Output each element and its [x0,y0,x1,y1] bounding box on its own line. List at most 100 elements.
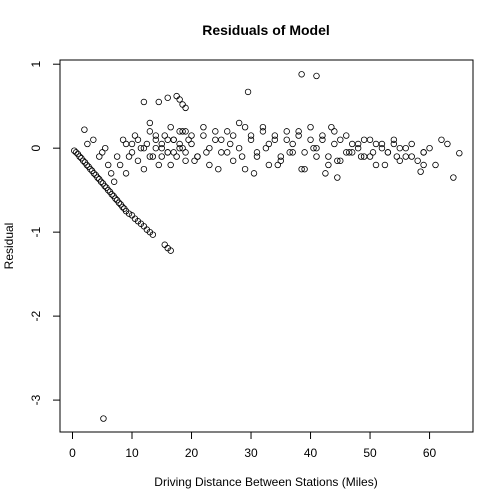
data-point [188,132,195,139]
data-point [161,132,168,139]
x-tick-label: 40 [304,446,318,460]
data-point [115,199,123,206]
data-point [229,132,237,139]
y-tick-label: 1 [29,61,43,68]
data-point [274,161,282,169]
data-point [390,140,398,148]
data-point [191,157,198,164]
data-point [188,140,195,148]
data-point [432,161,439,169]
data-point [348,149,356,156]
data-point [378,144,386,152]
data-point [271,132,279,139]
data-point [414,157,421,164]
data-point [146,153,154,160]
data-point [122,170,130,177]
data-point [283,128,290,135]
data-point [259,123,267,131]
data-point [247,136,255,143]
data-point [337,136,344,143]
data-point [182,104,189,112]
data-point [369,149,377,156]
data-point [80,157,87,164]
data-point [298,71,305,78]
data-point [307,136,314,143]
data-point [438,136,445,143]
data-point [125,153,133,160]
data-point [402,144,409,152]
data-point [390,136,398,143]
data-point [122,140,130,148]
data-point [286,149,293,156]
data-point [149,153,157,160]
data-point [295,128,302,135]
data-point [354,140,362,148]
data-point [289,140,296,148]
data-point [378,140,386,148]
data-point [170,149,177,156]
data-point [96,153,103,160]
data-point [152,132,160,139]
data-point [119,203,126,211]
y-axis-label: Residual [2,223,16,270]
data-point [102,144,109,152]
data-point [90,170,98,177]
data-point [313,72,320,80]
data-point [298,165,305,173]
data-point [408,153,415,160]
y-tick-label: 0 [29,145,43,152]
data-point [140,165,148,173]
data-point [265,161,273,169]
x-tick-label: 50 [363,446,377,460]
data-point [331,128,338,135]
data-point [215,165,222,173]
data-point [203,149,210,156]
data-point [137,144,145,152]
data-point [402,153,409,160]
data-point [81,126,88,133]
data-point [119,136,127,143]
data-point [325,153,332,160]
data-point [113,153,121,160]
data-point [155,98,162,106]
data-point [262,144,270,152]
data-point [393,153,401,160]
data-point [152,136,160,143]
data-point [372,140,380,148]
x-tick-label: 20 [185,446,199,460]
data-point [176,140,183,148]
data-point [167,161,174,169]
data-point [164,94,171,101]
data-point [295,132,302,139]
data-point [301,149,308,156]
x-tick-label: 60 [423,446,437,460]
data-point [185,136,192,143]
data-point [241,123,249,131]
data-point [101,182,108,190]
data-point [224,128,231,135]
data-point [218,136,225,143]
data-point [176,128,183,135]
data-point [99,149,106,156]
data-point [384,149,392,156]
data-point [176,96,183,103]
data-point [107,170,115,177]
data-point [313,153,320,160]
data-point [155,161,162,169]
data-point [328,123,335,131]
data-point [277,153,284,160]
data-point [97,178,105,185]
data-point [334,157,341,164]
data-point [417,168,424,175]
data-point [158,140,165,148]
data-point [310,144,317,152]
data-point [179,144,186,152]
data-point [176,144,183,152]
data-point [134,157,142,164]
data-point [146,128,154,135]
data-point [87,165,94,173]
data-point [226,140,234,148]
data-point [206,144,213,152]
data-point [200,132,207,139]
